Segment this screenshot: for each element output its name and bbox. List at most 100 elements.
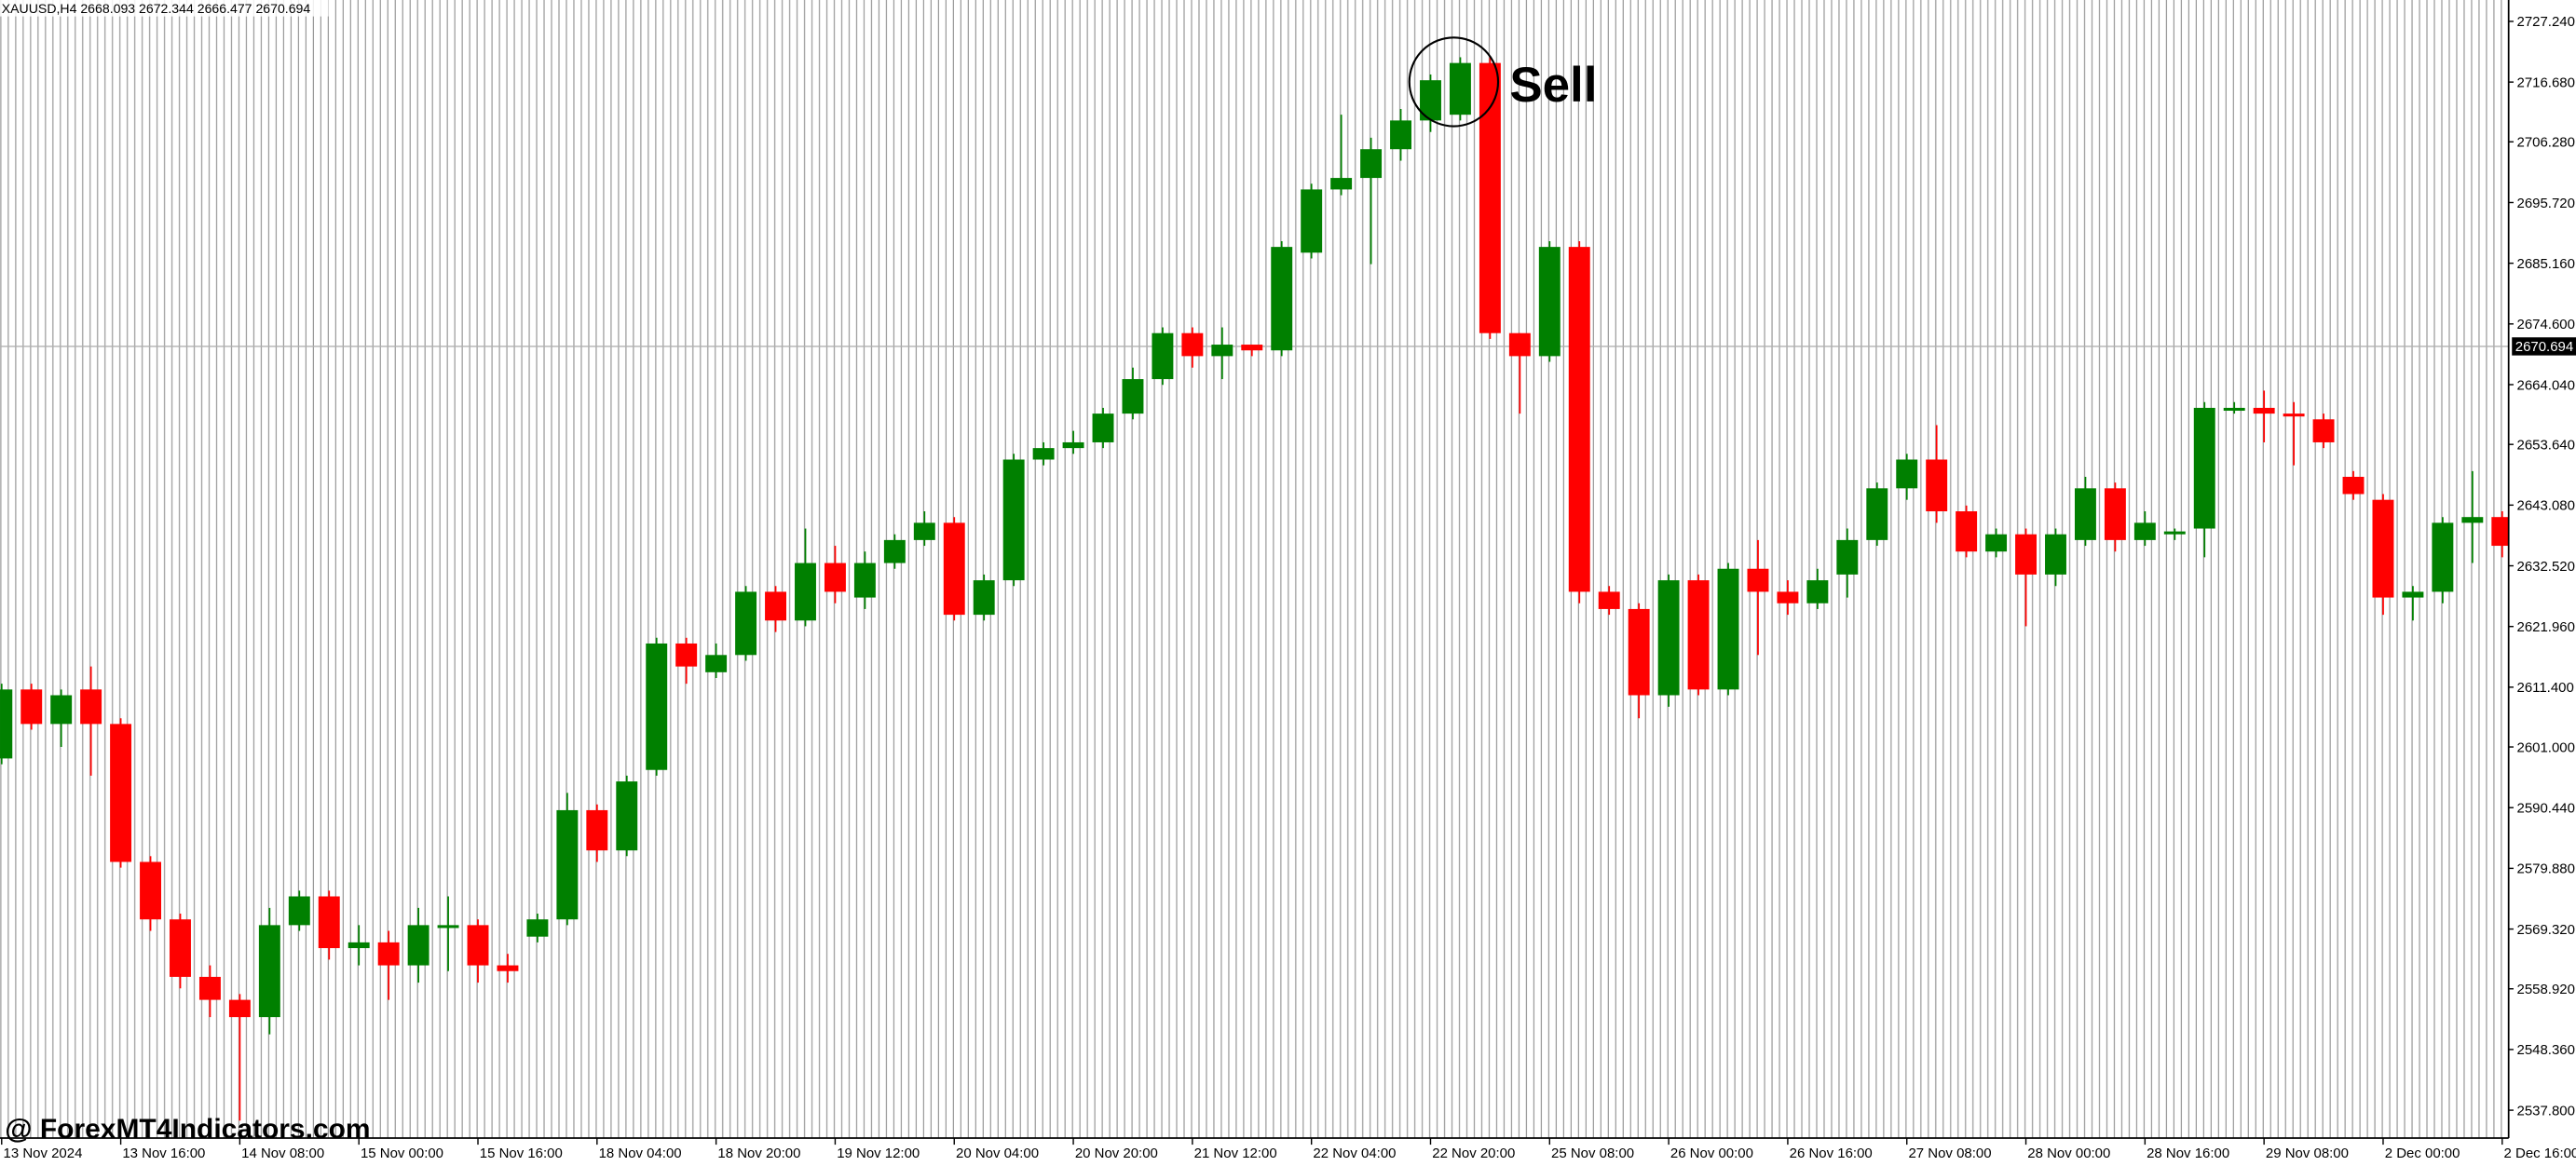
candle-body (1032, 448, 1055, 460)
candle-body (705, 655, 728, 672)
y-tick-label: 2716.680 (2517, 75, 2575, 90)
candle-body (913, 522, 935, 540)
candle-body (20, 689, 43, 725)
candle-body (110, 724, 132, 862)
candle-body (883, 539, 906, 563)
candle-body (2253, 407, 2275, 414)
candle-body (1747, 568, 1769, 592)
x-tick-label: 19 Nov 12:00 (837, 1146, 920, 1161)
candle-body (1390, 120, 1412, 150)
candle-body (526, 919, 549, 937)
candle-body (1806, 580, 1829, 603)
candle-body (1926, 459, 1948, 512)
y-tick-label: 2632.520 (2517, 559, 2575, 575)
candle-body (1181, 332, 1204, 357)
candle-body (1241, 345, 1263, 351)
candle-body (2432, 522, 2454, 592)
candle-body (2491, 517, 2509, 547)
candle-body (497, 965, 519, 971)
y-tick-label: 2674.600 (2517, 317, 2575, 332)
candle-body (1122, 379, 1144, 414)
y-tick-label: 2695.720 (2517, 196, 2575, 211)
candle-body (1211, 345, 1233, 357)
annotation-circle (1408, 36, 1500, 128)
x-tick-label: 29 Nov 08:00 (2266, 1146, 2349, 1161)
candle-body (1568, 247, 1590, 592)
plot-area (0, 57, 2509, 1121)
candle-body (1508, 332, 1531, 357)
y-tick-label: 2621.960 (2517, 619, 2575, 635)
x-tick-label: 21 Nov 12:00 (1194, 1146, 1277, 1161)
candle-body (2342, 476, 2365, 495)
x-tick-label: 15 Nov 16:00 (480, 1146, 563, 1161)
y-tick-label: 2706.280 (2517, 135, 2575, 151)
candle-body (1360, 149, 1383, 179)
x-tick-label: 14 Nov 08:00 (241, 1146, 324, 1161)
candle-body (1657, 580, 1680, 696)
candle-body (853, 563, 876, 598)
header: XAUUSD,H4 2668.093 2672.344 2666.477 267… (2, 1, 311, 16)
y-tick-label: 2643.080 (2517, 498, 2575, 514)
x-tick-label: 22 Nov 20:00 (1432, 1146, 1515, 1161)
candle-body (1598, 591, 1620, 609)
candle-body (646, 643, 668, 770)
y-tick-label: 2727.240 (2517, 14, 2575, 30)
candle-body (2461, 517, 2484, 523)
candle-body (1330, 178, 1353, 190)
x-tick-label: 20 Nov 20:00 (1075, 1146, 1158, 1161)
y-tick-label: 2685.160 (2517, 256, 2575, 272)
candle-body (348, 942, 370, 949)
x-tick-label: 27 Nov 08:00 (1908, 1146, 1991, 1161)
current-price-label: 2670.694 (2515, 339, 2573, 355)
candle-body (377, 942, 400, 966)
x-tick-label: 28 Nov 00:00 (2027, 1146, 2110, 1161)
annotation: Sell (1509, 58, 1597, 113)
candle-body (2015, 534, 2038, 575)
current-price-box (2512, 337, 2576, 356)
y-tick-label: 2664.040 (2517, 377, 2575, 393)
x-tick-label: 22 Nov 04:00 (1313, 1146, 1396, 1161)
y-tick-label: 2601.000 (2517, 739, 2575, 755)
axes: 2537.800 2548.360 2558.920 2569.320 2579.880… (1, 14, 2576, 1161)
candle-body (1062, 441, 1084, 449)
candle-body (1985, 534, 2008, 552)
candle-body (2372, 499, 2394, 598)
y-tick-label: 2611.400 (2517, 680, 2574, 696)
candle-body (586, 809, 608, 851)
x-tick-label: 13 Nov 2024 (4, 1146, 83, 1161)
candle-body (1836, 539, 1859, 575)
candle-body (735, 591, 757, 656)
candle-body (1002, 459, 1025, 581)
y-tick-label: 2558.920 (2517, 982, 2575, 997)
candle-body (228, 999, 251, 1018)
candle-body (1449, 62, 1471, 115)
candle-body (140, 861, 161, 920)
candle-body (824, 563, 846, 592)
candle-body (1687, 580, 1710, 690)
candle-body (765, 591, 786, 621)
x-tick-label: 15 Nov 00:00 (361, 1146, 443, 1161)
header-bg (0, 0, 329, 17)
candle-body (1152, 332, 1174, 380)
candle-body (795, 563, 816, 621)
candle-body (170, 919, 191, 977)
candle-body (1479, 62, 1501, 333)
candle-body (258, 925, 280, 1018)
candle-body (2312, 419, 2335, 442)
candle-body (556, 809, 579, 920)
candle-body (1777, 591, 1799, 603)
candle-body (1896, 459, 1918, 489)
x-tick-label: 2 Dec 16:00 (2504, 1146, 2576, 1161)
candle-body (2045, 534, 2066, 575)
candle-body (2104, 488, 2126, 540)
x-tick-label: 13 Nov 16:00 (122, 1146, 205, 1161)
candle-body (1092, 414, 1114, 442)
candle-body (288, 896, 310, 926)
candle-body (50, 695, 73, 725)
candle-body (616, 781, 638, 851)
candle-body (1420, 80, 1441, 121)
candle-body (2193, 407, 2215, 529)
y-tick-label: 2653.640 (2517, 437, 2575, 453)
candle-body (80, 689, 102, 725)
